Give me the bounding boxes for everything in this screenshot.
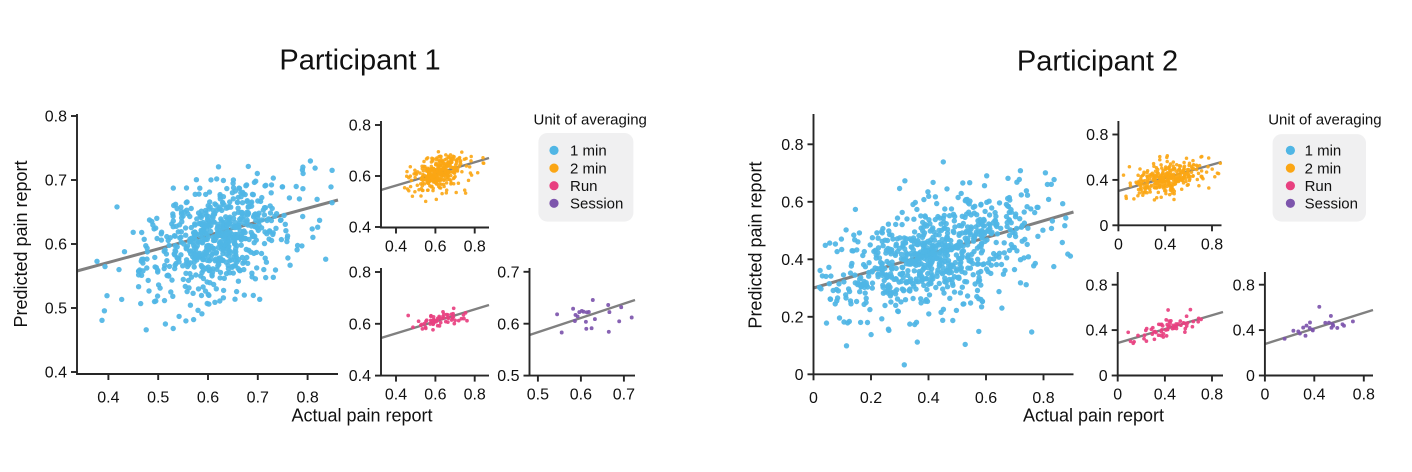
svg-text:Session: Session [1305, 196, 1358, 213]
svg-text:0.8: 0.8 [1201, 236, 1223, 253]
svg-text:0.8: 0.8 [1085, 277, 1107, 294]
svg-text:0.7: 0.7 [247, 390, 269, 407]
svg-text:0.4: 0.4 [97, 390, 119, 407]
svg-text:0.8: 0.8 [296, 390, 318, 407]
svg-text:1 min: 1 min [570, 143, 607, 160]
svg-text:0: 0 [1113, 387, 1122, 404]
svg-text:0.4: 0.4 [1303, 387, 1325, 404]
svg-text:0.8: 0.8 [464, 239, 486, 256]
svg-text:0.5: 0.5 [45, 301, 67, 318]
svg-text:0.6: 0.6 [349, 169, 371, 186]
svg-text:0.8: 0.8 [1086, 127, 1108, 144]
svg-text:Predicted pain report: Predicted pain report [746, 161, 766, 328]
svg-text:0.4: 0.4 [781, 252, 803, 269]
svg-text:Run: Run [1305, 178, 1333, 195]
svg-text:0.4: 0.4 [1154, 387, 1176, 404]
svg-text:0: 0 [809, 390, 818, 407]
svg-text:1 min: 1 min [1305, 143, 1342, 160]
svg-text:0.4: 0.4 [385, 387, 407, 404]
svg-text:0.4: 0.4 [1154, 236, 1176, 253]
svg-text:0.4: 0.4 [349, 368, 371, 385]
svg-text:0: 0 [1260, 387, 1269, 404]
svg-text:2 min: 2 min [1305, 160, 1342, 177]
svg-text:0.6: 0.6 [349, 316, 371, 333]
svg-text:0.6: 0.6 [424, 239, 446, 256]
svg-text:0.7: 0.7 [45, 173, 67, 190]
svg-text:0.6: 0.6 [424, 387, 446, 404]
svg-text:Unit of averaging: Unit of averaging [1268, 112, 1381, 129]
svg-text:0.6: 0.6 [45, 237, 67, 254]
svg-text:0.8: 0.8 [464, 387, 486, 404]
svg-text:0.4: 0.4 [1086, 173, 1108, 190]
svg-text:0.4: 0.4 [1085, 323, 1107, 340]
svg-text:0: 0 [1114, 236, 1123, 253]
svg-text:0.8: 0.8 [1353, 387, 1375, 404]
svg-text:Unit of averaging: Unit of averaging [533, 112, 646, 129]
svg-text:0.8: 0.8 [781, 137, 803, 154]
svg-text:Actual pain report: Actual pain report [291, 406, 432, 426]
svg-text:0.6: 0.6 [781, 194, 803, 211]
svg-text:0.5: 0.5 [497, 368, 519, 385]
svg-text:Actual pain report: Actual pain report [1023, 406, 1164, 426]
svg-text:0.7: 0.7 [497, 264, 519, 281]
svg-text:0.8: 0.8 [1233, 277, 1255, 294]
svg-text:0.4: 0.4 [917, 390, 939, 407]
svg-text:0.8: 0.8 [1032, 390, 1054, 407]
svg-text:0.2: 0.2 [860, 390, 882, 407]
svg-text:0.8: 0.8 [349, 265, 371, 282]
svg-text:0.6: 0.6 [975, 390, 997, 407]
svg-text:0.4: 0.4 [45, 365, 67, 382]
svg-text:Participant 2: Participant 2 [1017, 46, 1178, 78]
svg-text:0: 0 [1099, 218, 1108, 235]
svg-text:Session: Session [570, 196, 623, 213]
svg-text:Participant 1: Participant 1 [279, 45, 440, 77]
svg-text:0: 0 [795, 367, 804, 384]
svg-text:0.6: 0.6 [570, 387, 592, 404]
svg-text:0: 0 [1246, 368, 1255, 385]
svg-text:0.4: 0.4 [385, 239, 407, 256]
svg-text:Run: Run [570, 178, 598, 195]
svg-text:0.5: 0.5 [527, 387, 549, 404]
svg-text:2 min: 2 min [570, 160, 607, 177]
svg-text:0.4: 0.4 [349, 220, 371, 237]
svg-text:0.8: 0.8 [349, 118, 371, 135]
svg-text:0: 0 [1099, 368, 1108, 385]
svg-text:0.4: 0.4 [1233, 323, 1255, 340]
svg-text:0.8: 0.8 [1201, 387, 1223, 404]
svg-text:0.6: 0.6 [197, 390, 219, 407]
svg-text:0.7: 0.7 [613, 387, 635, 404]
svg-text:0.6: 0.6 [497, 316, 519, 333]
svg-text:0.5: 0.5 [147, 390, 169, 407]
svg-text:Predicted pain report: Predicted pain report [11, 160, 31, 327]
svg-text:0.8: 0.8 [45, 109, 67, 126]
svg-text:0.2: 0.2 [781, 309, 803, 326]
